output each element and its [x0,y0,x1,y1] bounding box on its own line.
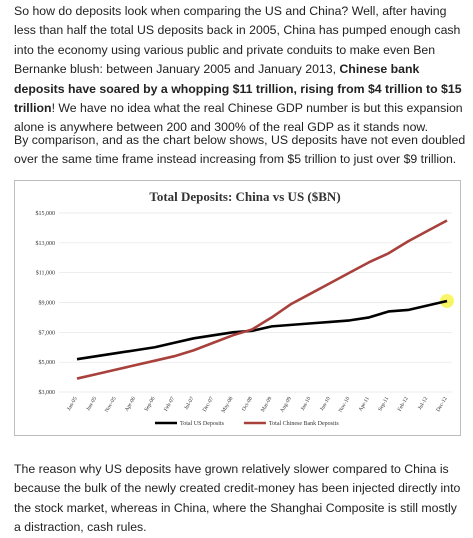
legend-label: Total Chinese Bank Deposits [269,421,339,427]
x-tick-label: Feb-12 [397,396,410,413]
paragraph: So how do deposits look when comparing t… [14,2,466,138]
text: By comparison, and as the chart below sh… [14,133,466,167]
paragraph: By comparison, and as the chart below sh… [14,131,466,170]
x-tick-label: Sep-11 [377,396,390,413]
x-tick-label: Oct-08 [241,396,254,412]
chart: Total Deposits: China vs US ($BN) $3,000… [36,189,454,427]
y-tick-label: $11,000 [36,270,55,277]
legend-label: Total US Deposits [180,421,225,427]
y-tick-label: $9,000 [39,300,56,307]
text: ! We have no idea what the real Chinese … [14,101,463,135]
x-tick-label: Jul-07 [184,396,196,411]
series-line [76,219,448,380]
y-tick-label: $15,000 [36,210,56,217]
x-tick-label: Apr-06 [124,396,137,413]
series-line [76,299,448,361]
x-tick-label: Jan-05 [66,396,79,412]
chart-title: Total Deposits: China vs US ($BN) [149,189,340,204]
x-tick-label: Jul-12 [417,396,429,411]
x-tick-label: May-08 [221,396,235,414]
y-tick-label: $3,000 [39,389,56,396]
x-tick-label: Nov-10 [338,396,352,414]
y-tick-label: $5,000 [39,359,56,366]
x-tick-label: Jun-05 [86,396,99,412]
x-tick-label: Feb-07 [163,396,176,413]
x-tick-label: Jan-10 [300,396,313,412]
x-tick-label: Apr-11 [358,396,371,413]
y-tick-label: $13,000 [36,240,56,247]
y-tick-label: $7,000 [39,329,56,336]
x-tick-label: Mar-09 [260,396,274,413]
chart-frame: Total Deposits: China vs US ($BN) $3,000… [14,180,461,436]
x-tick-label: Sep-06 [144,396,157,413]
x-tick-label: Dec-12 [435,396,448,413]
x-tick-label: Nov-05 [104,396,118,414]
text: So how do deposits look when comparing t… [14,4,461,77]
paragraph: The reason why US deposits have grown re… [14,460,466,538]
x-tick-label: Jun-10 [319,396,332,412]
x-tick-label: Aug-09 [279,396,293,414]
text: The reason why US deposits have grown re… [14,462,461,535]
bold-text: Chinese bank deposits have soared by a w… [14,62,462,116]
x-tick-label: Dec-07 [202,396,215,413]
